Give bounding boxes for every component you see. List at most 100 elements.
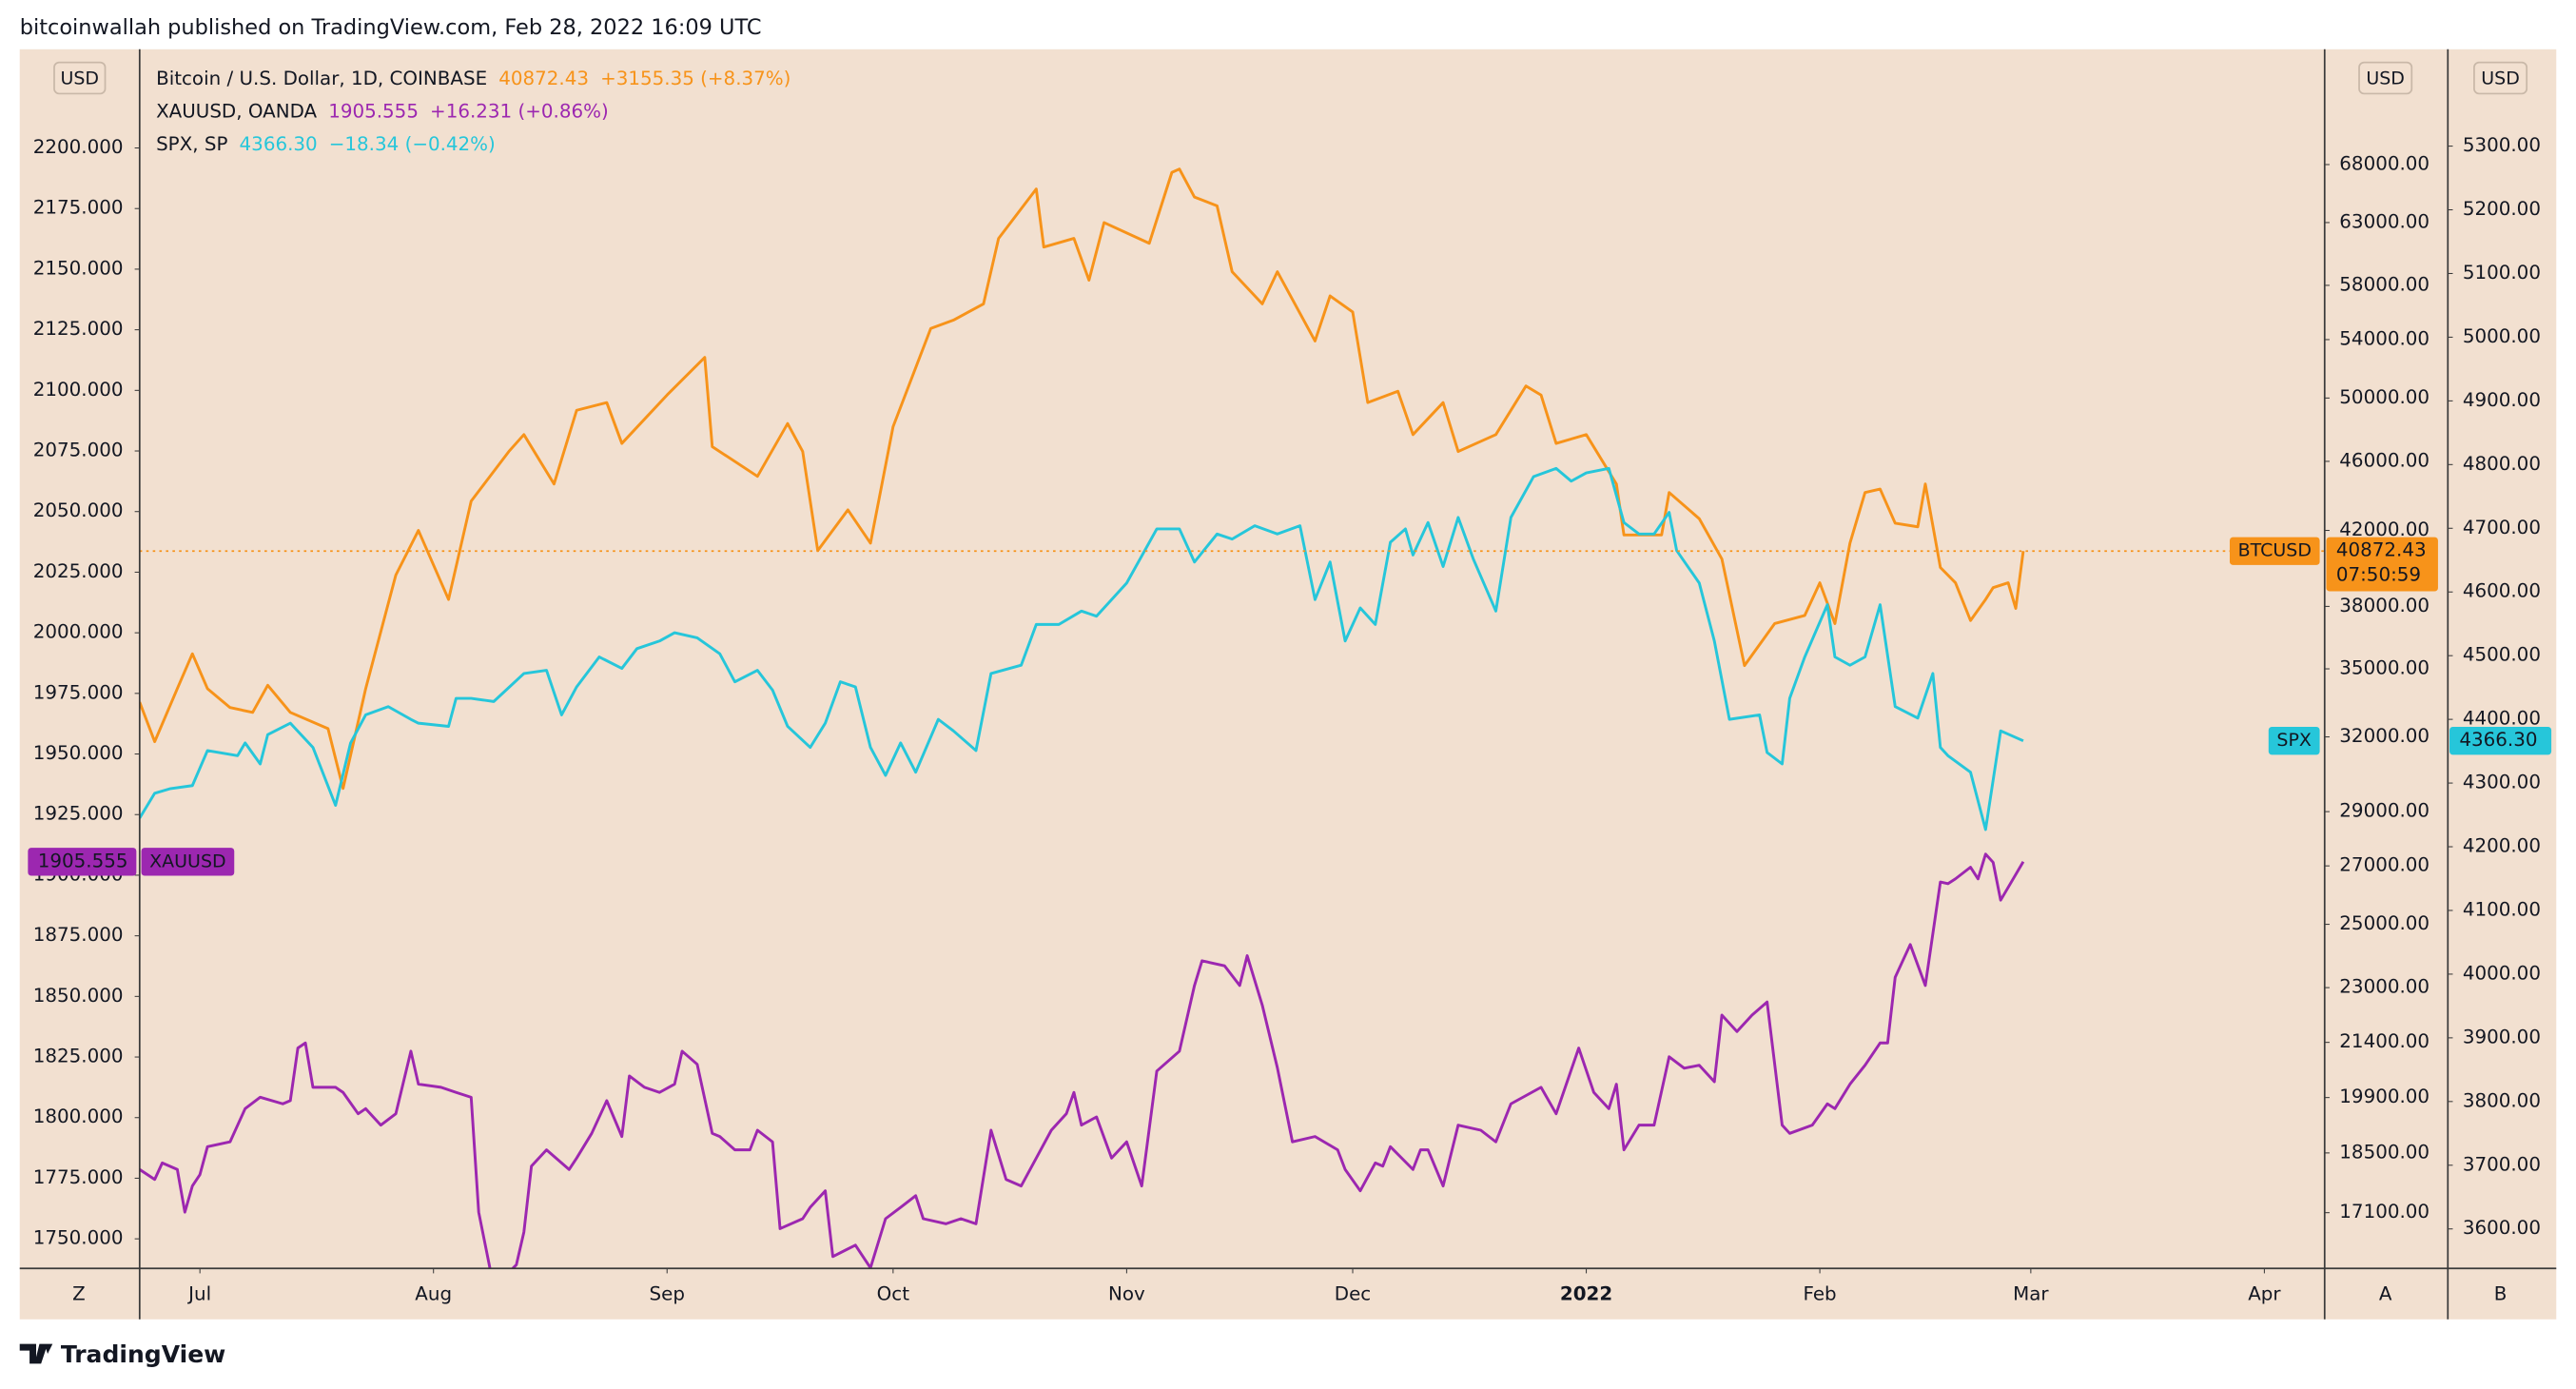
y-tick-label: 38000.00: [2339, 595, 2430, 616]
y-tick-label: 4800.00: [2463, 453, 2541, 475]
y-tick-label: 3600.00: [2463, 1217, 2541, 1239]
y-tick-label: 17100.00: [2339, 1201, 2430, 1223]
y-tick-label: 2125.000: [33, 318, 124, 340]
countdown-label: 07:50:59: [2336, 564, 2421, 586]
y-tick-label: 1800.000: [33, 1105, 124, 1127]
y-tick-label: 5000.00: [2463, 325, 2541, 347]
legend-name: Bitcoin / U.S. Dollar, 1D, COINBASE: [156, 67, 487, 88]
axes: 1750.000 1775.000 1800.000 1825.000 1850.000…: [33, 134, 2541, 1304]
series-name-badge-label: XAUUSD: [149, 851, 225, 871]
y-tick-label: 35000.00: [2339, 657, 2430, 679]
legend: Bitcoin / U.S. Dollar, 1D, COINBASE 40872…: [156, 67, 790, 154]
price-line: [139, 167, 2025, 791]
y-tick-label: 46000.00: [2339, 449, 2430, 471]
y-tick-label: 50000.00: [2339, 386, 2430, 408]
unit-label: USD: [2366, 68, 2405, 88]
y-tick-label: 2150.000: [33, 257, 124, 279]
y-tick-label: 21400.00: [2339, 1030, 2430, 1052]
logo-icon: [19, 1343, 53, 1364]
unit-badges: USD USD USD: [53, 61, 2528, 95]
series-name-badge-label: BTCUSD: [2238, 540, 2312, 561]
legend-row: SPX, SP 4366.30 −18.34 (−0.42%): [156, 132, 496, 154]
y-tick-label: 4500.00: [2463, 644, 2541, 666]
y-tick-label: 4400.00: [2463, 708, 2541, 730]
x-tick-label: Nov: [1108, 1282, 1145, 1304]
x-tick-label: 2022: [1560, 1282, 1612, 1304]
y-tick-label: 1925.000: [33, 803, 124, 825]
x-tick-label: Feb: [1803, 1282, 1836, 1304]
y-tick-label: 3900.00: [2463, 1026, 2541, 1047]
y-tick-label: 4600.00: [2463, 580, 2541, 602]
legend-change: +3155.35 (+8.37%): [600, 67, 790, 88]
unit-label: USD: [2481, 68, 2520, 88]
unit-badge[interactable]: [2358, 61, 2413, 95]
price-line: [139, 466, 2024, 831]
legend-row: XAUUSD, OANDA 1905.555 +16.231 (+0.86%): [156, 100, 609, 122]
y-tick-label: 18500.00: [2339, 1141, 2430, 1163]
y-tick-label: 2100.000: [33, 379, 124, 401]
x-tick-label: Apr: [2248, 1282, 2281, 1304]
y-tick-label: 3800.00: [2463, 1089, 2541, 1111]
y-tick-label: 4000.00: [2463, 962, 2541, 984]
chart-background: [19, 49, 2557, 1320]
y-tick-label: 54000.00: [2339, 327, 2430, 349]
y-tick-label: 2075.000: [33, 440, 124, 461]
y-tick-label: 2025.000: [33, 560, 124, 582]
legend-name: SPX, SP: [156, 132, 227, 154]
y-tick-label: 4200.00: [2463, 835, 2541, 857]
y-tick-label: 58000.00: [2339, 273, 2430, 295]
unit-badge[interactable]: [2473, 61, 2528, 95]
publish-header: bitcoinwallah published on TradingView.c…: [20, 15, 762, 40]
y-tick-label: 63000.00: [2339, 210, 2430, 232]
y-tick-label: 2175.000: [33, 197, 124, 219]
unit-badge[interactable]: [53, 61, 107, 95]
last-price-label: 4366.30: [2459, 729, 2537, 751]
series-name-badge-label: SPX: [2276, 730, 2312, 751]
legend-name: XAUUSD, OANDA: [156, 100, 317, 122]
y-tick-label: 4900.00: [2463, 389, 2541, 411]
y-tick-label: 1850.000: [33, 985, 124, 1007]
price-badges: BTCUSD 40872.43 07:50:59 XAUUSD 1905.555 SPX 4…: [28, 537, 2552, 876]
y-tick-label: 42000.00: [2339, 518, 2430, 540]
y-tick-label: 1950.000: [33, 742, 124, 764]
y-tick-label: 1975.000: [33, 681, 124, 703]
y-tick-label: 2200.000: [33, 136, 124, 158]
series-name-badge: [141, 848, 235, 876]
x-tick-label: Sep: [650, 1282, 685, 1304]
y-tick-label: 1775.000: [33, 1166, 124, 1188]
y-tick-label: 3700.00: [2463, 1153, 2541, 1175]
y-tick-label: 5300.00: [2463, 134, 2541, 156]
last-price-badge: [2449, 727, 2552, 755]
y-tick-label: 4300.00: [2463, 772, 2541, 793]
legend-value: 4366.30: [240, 132, 318, 154]
x-tick-label: Jul: [186, 1282, 211, 1304]
x-tick-label: Oct: [877, 1282, 910, 1304]
series-name-badge: [2268, 727, 2320, 755]
y-tick-label: 29000.00: [2339, 800, 2430, 822]
axis-button[interactable]: A: [2379, 1282, 2392, 1304]
legend-change: −18.34 (−0.42%): [329, 132, 496, 154]
y-tick-label: 2050.000: [33, 499, 124, 521]
y-tick-label: 25000.00: [2339, 912, 2430, 934]
legend-value: 1905.555: [328, 100, 419, 122]
logo-text[interactable]: TradingView: [61, 1340, 225, 1368]
y-tick-label: 32000.00: [2339, 725, 2430, 747]
plot-area: [139, 167, 2325, 1269]
legend-value: 40872.43: [498, 67, 589, 88]
y-tick-label: 27000.00: [2339, 854, 2430, 876]
branding: TradingView: [19, 1340, 225, 1368]
y-tick-label: 2000.000: [33, 621, 124, 643]
y-tick-label: 1825.000: [33, 1046, 124, 1067]
unit-label: USD: [60, 68, 99, 88]
y-tick-label: 5100.00: [2463, 262, 2541, 284]
x-tick-label: Mar: [2013, 1282, 2049, 1304]
last-price-label: 1905.555: [38, 850, 128, 871]
y-tick-label: 1875.000: [33, 924, 124, 946]
y-tick-label: 4100.00: [2463, 898, 2541, 920]
axis-button[interactable]: Z: [72, 1282, 86, 1304]
axis-button[interactable]: B: [2494, 1282, 2508, 1304]
legend-row: Bitcoin / U.S. Dollar, 1D, COINBASE 40872…: [156, 67, 790, 88]
y-tick-label: 68000.00: [2339, 152, 2430, 174]
